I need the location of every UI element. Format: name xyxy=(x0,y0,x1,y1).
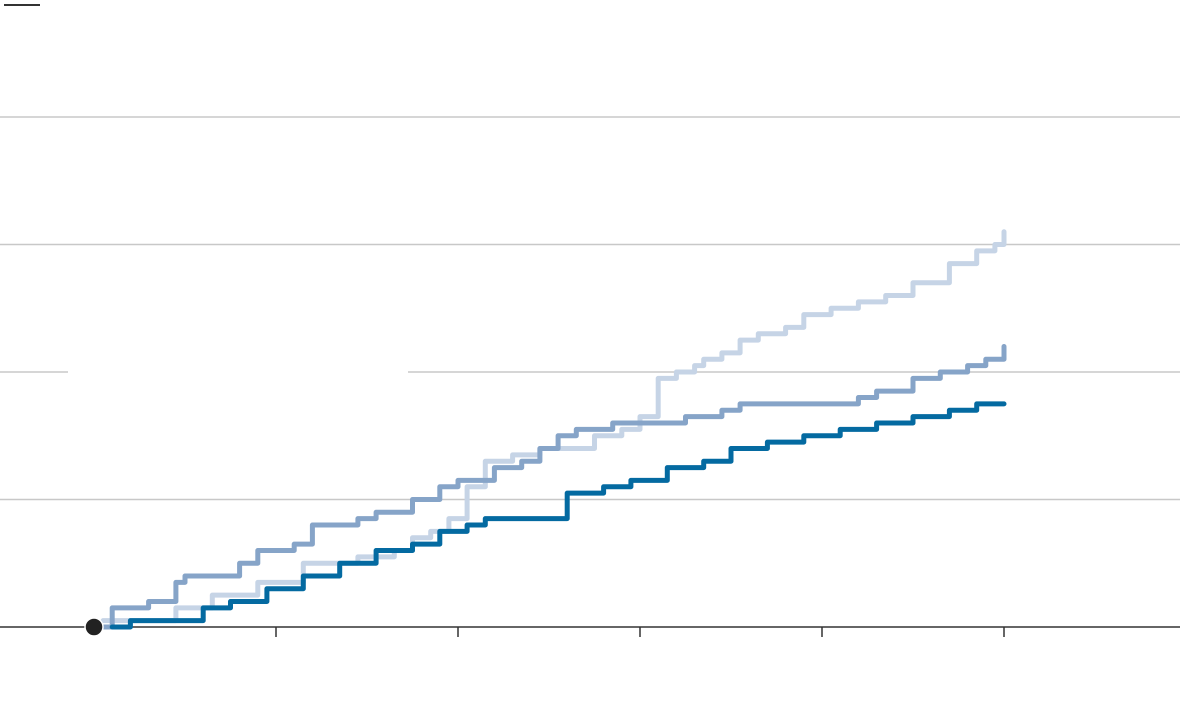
markers xyxy=(84,617,104,637)
series-line-series-dark xyxy=(109,401,1007,630)
gridlines xyxy=(0,4,1180,501)
x-axis xyxy=(0,626,1180,637)
series-line-series-mid xyxy=(100,344,1007,630)
origin-point-marker xyxy=(84,617,104,637)
series-lines xyxy=(100,229,1007,630)
